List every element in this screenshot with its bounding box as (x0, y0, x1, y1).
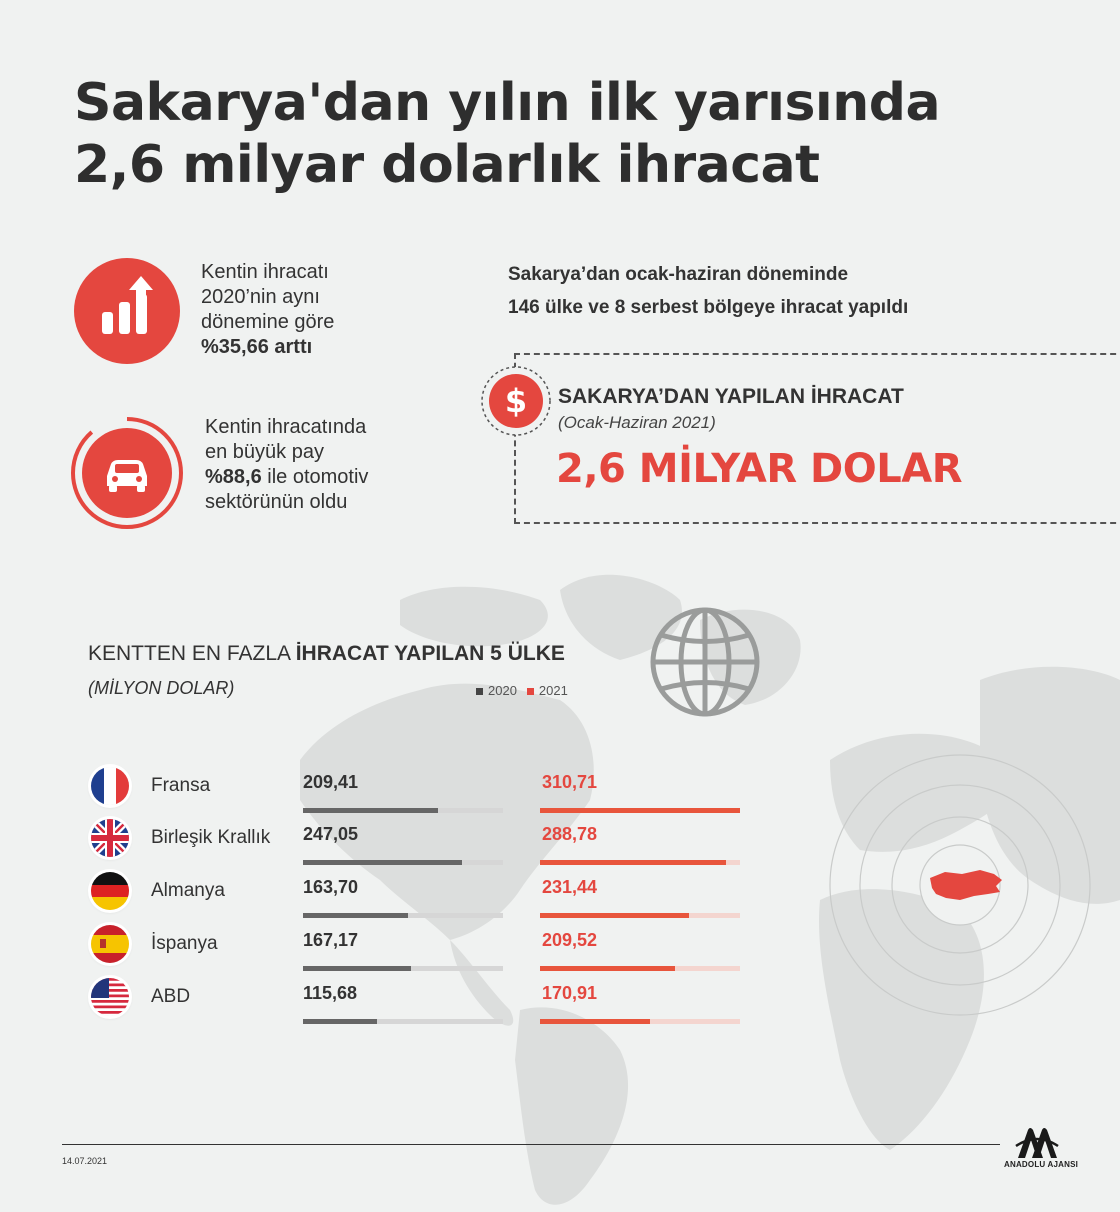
value-label-2020: 167,17 (303, 930, 359, 950)
value-label-2021: 288,78 (542, 824, 598, 844)
bar-2020 (303, 1019, 377, 1024)
legend-item-2021: 2021 (526, 683, 568, 698)
car-icon (71, 417, 183, 529)
value-label-2021: 170,91 (542, 983, 598, 1003)
rising-bar-chart-icon (74, 258, 180, 364)
bar-track-2020 (303, 808, 503, 813)
bar-2021 (540, 966, 675, 971)
bar-track-2021 (540, 860, 740, 865)
bar-track-2020 (303, 966, 503, 971)
export-box-subtitle: (Ocak-Haziran 2021) (558, 413, 716, 432)
page-title: Sakarya'dan yılın ilk yarısında 2,6 mily… (74, 72, 1054, 196)
bar-track-2021 (540, 966, 740, 971)
country-label: İspanya (151, 933, 218, 954)
bar-track-2021 (540, 808, 740, 813)
title-line-2: 2,6 milyar dolarlık ihracat (74, 135, 820, 195)
value-label-2020: 115,68 (303, 983, 358, 1003)
bar-track-2021 (540, 913, 740, 918)
bar-2021 (540, 913, 689, 918)
uk-flag-icon (91, 819, 129, 857)
value-label-2021: 209,52 (542, 930, 598, 950)
export-box-title: SAKARYA’DAN YAPILAN İHRACAT (558, 385, 904, 408)
france-flag-icon (91, 767, 129, 805)
turkey-map-icon (930, 870, 1002, 900)
bar-2021 (540, 1019, 650, 1024)
value-label-2021: 310,71 (542, 772, 598, 792)
germany-flag-icon (91, 872, 129, 910)
title-line-1: Sakarya'dan yılın ilk yarısında (74, 73, 941, 133)
value-label-2020: 209,41 (303, 772, 359, 792)
usa-flag-icon (91, 978, 129, 1016)
bar-2020 (303, 966, 411, 971)
spain-flag-icon (91, 925, 129, 963)
value-label-2020: 163,70 (303, 877, 359, 897)
chart-title: KENTTEN EN FAZLA İHRACAT YAPILAN 5 ÜLKE (88, 642, 565, 665)
country-label: Birleşik Krallık (151, 827, 271, 848)
bar-2020 (303, 808, 438, 813)
logo-text: ANADOLU AJANSI (1004, 1160, 1079, 1169)
dollar-icon: $ (481, 366, 551, 436)
export-box (514, 353, 1120, 524)
automotive-stat-text: Kentin ihracatında en büyük pay %88,6 il… (205, 416, 369, 513)
publish-date: 14.07.2021 (62, 1156, 108, 1166)
chart-unit: (MİLYON DOLAR) (88, 678, 235, 698)
value-label-2020: 247,05 (303, 824, 359, 844)
bar-track-2020 (303, 860, 503, 865)
chart-legend: 2020 2021 (476, 683, 568, 698)
bar-track-2020 (303, 913, 503, 918)
bar-2021 (540, 808, 740, 813)
anadolu-ajansi-logo-icon (1015, 1128, 1059, 1158)
legend-item-2020: 2020 (476, 683, 517, 698)
svg-text:$: $ (505, 382, 527, 420)
growth-stat-text: Kentin ihracatı 2020’nin aynı dönemine g… (201, 261, 335, 358)
country-label: Almanya (151, 880, 225, 901)
country-label: ABD (151, 986, 191, 1007)
export-box-value: 2,6 MİLYAR DOLAR (556, 446, 963, 492)
footer-divider (62, 1144, 1000, 1145)
bar-track-2020 (303, 1019, 503, 1024)
globe-icon (650, 607, 760, 717)
automotive-highlight: %88,6 (205, 466, 262, 488)
intro-text: Sakarya’dan ocak-haziran döneminde 146 ü… (508, 264, 909, 318)
growth-highlight: %35,66 arttı (201, 336, 313, 358)
bar-2020 (303, 860, 462, 865)
bar-2020 (303, 913, 408, 918)
value-label-2021: 231,44 (542, 877, 598, 897)
bar-2021 (540, 860, 726, 865)
bar-track-2021 (540, 1019, 740, 1024)
country-label: Fransa (151, 775, 211, 796)
